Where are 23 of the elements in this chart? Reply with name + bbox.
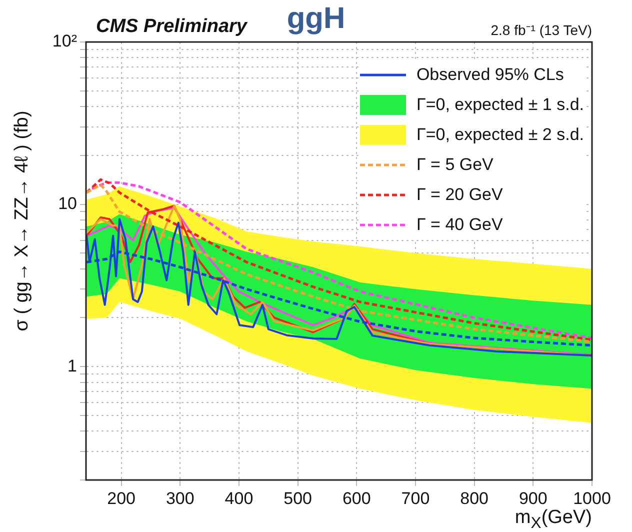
x-tick-label: 400 [224, 488, 254, 508]
x-tick-label: 600 [342, 488, 371, 508]
legend-label: Γ = 5 GeV [416, 155, 494, 175]
y-tick-label: 10² [52, 32, 78, 51]
legend-label: Γ = 40 GeV [416, 215, 503, 235]
y-tick-label: 1 [68, 356, 77, 376]
chart-title: ggH [286, 2, 346, 35]
legend-label: Γ = 20 GeV [416, 185, 503, 205]
x-axis-title: m$_{X}$(GeV) [514, 507, 592, 532]
x-tick-label: 1000 [573, 488, 611, 508]
x-tick-label: 300 [166, 488, 194, 508]
text: CMS Preliminary [96, 16, 247, 38]
legend-label: Γ=0, expected ± 1 s.d. [416, 95, 584, 115]
x-tick-label: 900 [518, 488, 548, 508]
legend-label: Observed 95% CLs [416, 65, 564, 85]
y-axis-title: σ ( gg→ X→ ZZ→ 4ℓ ) (fb) [10, 110, 33, 332]
legend-label: Γ=0, expected ± 2 s.d. [416, 125, 584, 145]
text: 2.8 fb⁻¹ (13 TeV) [490, 21, 592, 39]
x-tick-label: 500 [284, 488, 312, 508]
x-tick-label: 200 [107, 488, 136, 508]
y-tick-label: 10 [58, 194, 77, 213]
x-tick-label: 700 [401, 488, 430, 508]
x-tick-label: 800 [460, 488, 489, 508]
